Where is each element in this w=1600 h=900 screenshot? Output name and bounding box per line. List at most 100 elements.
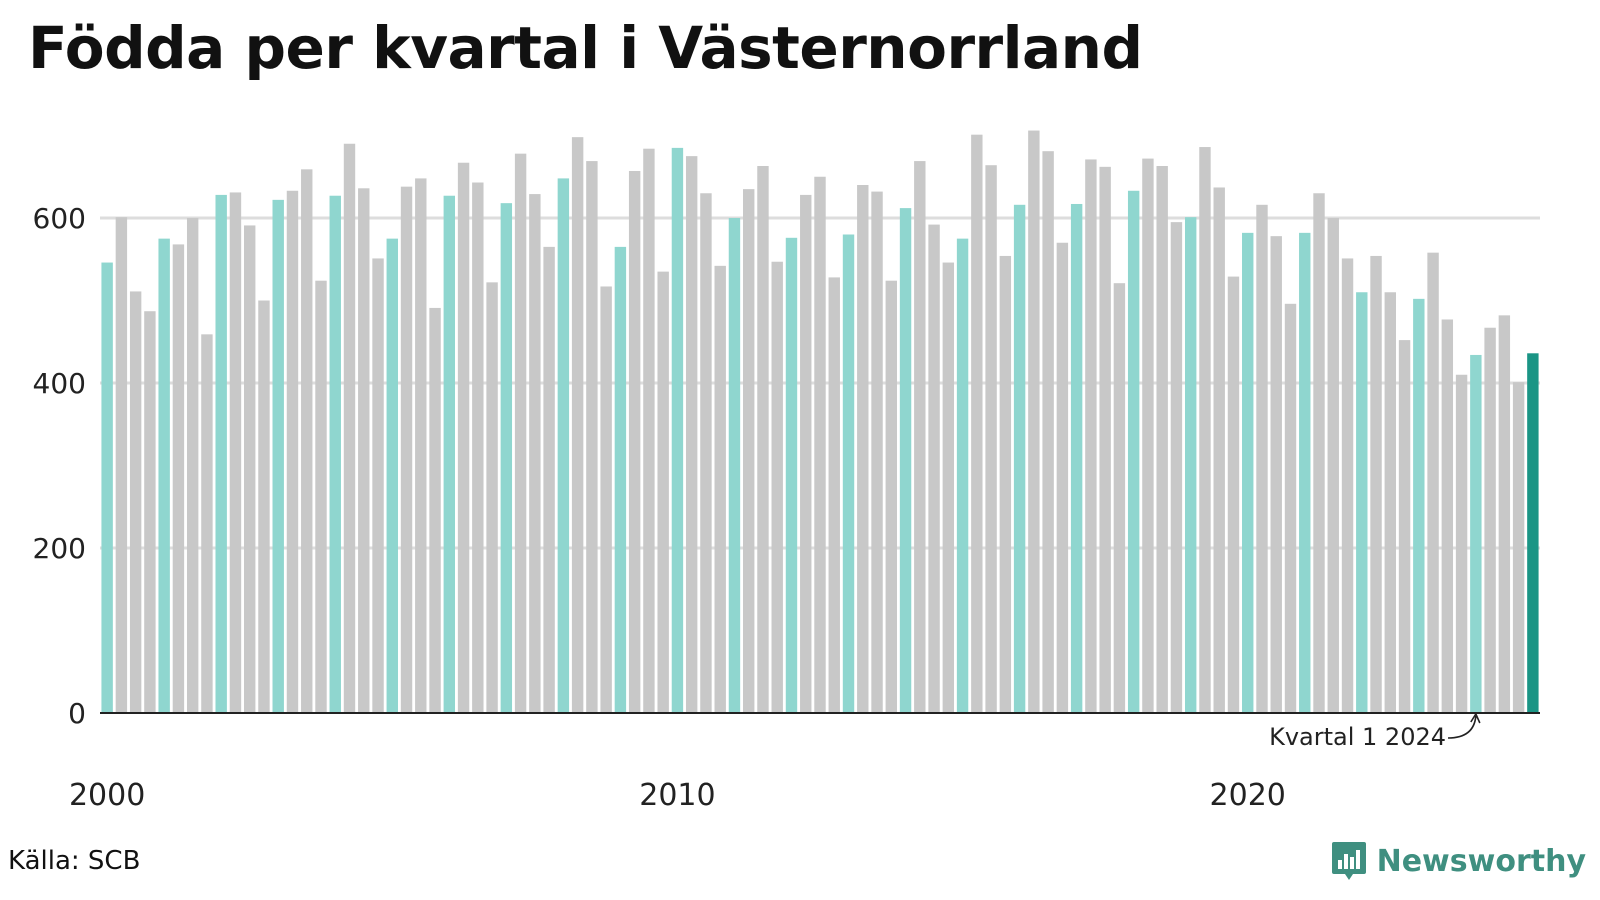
bar [1284,303,1297,713]
bar [1184,217,1197,713]
bar [286,190,299,713]
bar [1427,252,1439,713]
annotation-label: Kvartal 1 2024 [1269,723,1446,751]
bar [785,237,798,714]
bar [1512,382,1525,713]
bar [971,134,983,713]
bars [101,130,1539,714]
bar [871,191,883,714]
bar [956,238,969,714]
bar [329,195,341,714]
bar [472,182,484,713]
bar [158,238,170,714]
bar [1085,159,1097,713]
bar [1028,130,1040,714]
bar [1484,327,1496,713]
bar [1070,203,1083,714]
bar [400,186,413,713]
bar [1398,340,1411,713]
bar [914,161,926,713]
bar [985,165,997,713]
bar [272,199,284,714]
bar [343,143,356,713]
bar [1099,166,1111,714]
bar [1327,218,1339,713]
bar [714,265,726,713]
bar [1156,166,1168,713]
bar [700,193,712,713]
bar [1199,147,1211,714]
bar [1341,258,1354,713]
bar [885,280,897,713]
bar [229,192,242,713]
bar [1013,204,1026,714]
y-tick-label: 0 [68,697,86,730]
bar [172,244,185,713]
bar [101,262,113,713]
annotation-arrow [1447,715,1477,739]
bar [1370,255,1382,713]
bar [842,234,855,713]
bar [415,178,427,713]
bar [186,218,199,713]
bar [129,291,142,713]
bar [500,203,513,713]
bar [115,217,128,713]
bar [899,208,912,713]
bar [671,147,684,714]
x-tick-label: 2010 [639,778,715,813]
bar [557,178,570,713]
bar [743,189,755,714]
bar [301,169,313,713]
chart-title: Födda per kvartal i Västernorrland [28,14,1143,82]
bar [771,261,783,713]
bar [457,162,470,714]
bar [1127,190,1140,713]
x-tick-label: 2000 [69,778,145,813]
bar [1384,292,1396,713]
bar [1413,298,1425,713]
bar [643,148,655,713]
bar [814,176,826,713]
bar [628,170,641,714]
bar [857,185,869,713]
bar [1299,232,1311,713]
bar [600,286,612,713]
y-tick-label: 200 [33,532,86,565]
bar [1142,158,1154,714]
bar [1455,374,1468,713]
bar [315,280,327,713]
bar [1356,292,1368,713]
bar [800,194,812,713]
annotation: Kvartal 1 2024 [1269,712,1481,751]
bar [372,258,384,713]
bar [828,277,840,713]
bar [486,282,498,713]
bar [1227,276,1240,713]
bar [1113,283,1126,713]
bar [244,225,256,713]
brand-logo[interactable]: Newsworthy [1331,840,1586,882]
bar [614,246,627,714]
bar [1213,187,1225,714]
bar [1042,151,1054,713]
bar [215,194,227,713]
bar [1498,315,1511,713]
bar [586,161,598,713]
bar [999,255,1012,713]
bar [201,334,213,713]
bar [1313,193,1325,713]
bar [1056,242,1069,713]
bar [657,271,669,714]
bar [1242,232,1254,713]
bar [443,195,456,714]
bar [757,166,769,713]
y-tick-label: 600 [33,202,86,235]
bar [1256,204,1268,714]
bar [429,307,441,713]
bar [928,224,940,713]
axes: 2000 2010 2020 [69,712,1540,813]
annotation-arrowhead [1470,712,1481,724]
bar [1270,236,1282,713]
